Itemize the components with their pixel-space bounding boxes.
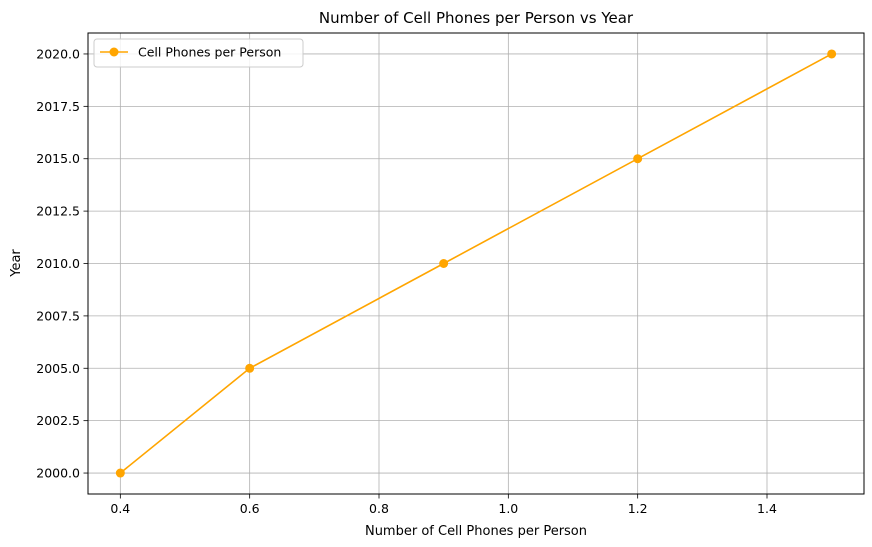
y-tick-label: 2010.0: [36, 256, 80, 271]
y-tick-label: 2017.5: [36, 99, 80, 114]
legend-marker: [109, 47, 119, 57]
y-tick-label: 2015.0: [36, 151, 80, 166]
y-tick-label: 2002.5: [36, 413, 80, 428]
legend: Cell Phones per Person: [93, 38, 304, 68]
data-point: [115, 468, 125, 478]
x-tick-label: 1.2: [628, 501, 648, 516]
y-tick-label: 2007.5: [36, 308, 80, 323]
y-tick-label: 2012.5: [36, 204, 80, 219]
series-layer: [115, 49, 837, 478]
x-axis-title: Number of Cell Phones per Person: [365, 524, 587, 539]
x-tick-label: 0.4: [110, 501, 130, 516]
y-tick-label: 2005.0: [36, 361, 80, 376]
y-axis: 2000.0 2002.5 2005.0 2007.5 2010.0 2012.5 2015…: [36, 46, 88, 481]
x-tick-label: 1.0: [498, 501, 518, 516]
x-axis: 0.4 0.6 0.8 1.0 1.2 1.4: [110, 494, 777, 516]
y-tick-label: 2000.0: [36, 466, 80, 481]
data-point: [633, 154, 643, 164]
y-tick-label: 2020.0: [36, 46, 80, 61]
legend-box: [93, 38, 304, 68]
x-tick-label: 0.8: [369, 501, 389, 516]
data-point: [245, 363, 255, 373]
y-axis-title: Year: [9, 249, 24, 278]
x-tick-label: 0.6: [240, 501, 260, 516]
x-tick-label: 1.4: [757, 501, 777, 516]
data-point: [827, 49, 837, 59]
grid: [88, 33, 864, 494]
data-point: [439, 259, 449, 268]
chart-title: Number of Cell Phones per Person vs Year: [319, 9, 634, 27]
legend-label: Cell Phones per Person: [138, 45, 281, 60]
